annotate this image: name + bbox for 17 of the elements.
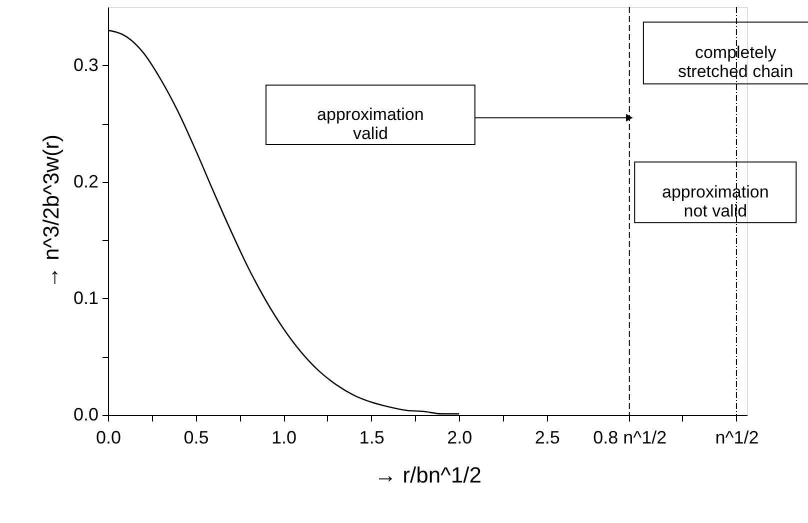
annotation: approximation valid [317,104,424,143]
x-tick-label: 2.0 [447,428,472,448]
y-tick-label: 0.1 [73,288,98,308]
x-tick-label: 1.5 [359,428,384,448]
x-tick-label: 0.8 n^1/2 [593,428,667,448]
x-tick-label: 0.5 [184,428,209,448]
x-tick-label: n^1/2 [715,428,759,448]
annotation: approximation not valid [662,182,769,220]
annotation: completely stretched chain [678,43,794,82]
x-axis-title: → r/bn^1/2 [374,462,482,488]
y-tick-label: 0.3 [73,54,98,75]
x-tick-label: 0.0 [96,428,122,448]
x-tick-label: 1.0 [272,428,297,448]
x-tick-label: 2.5 [534,428,560,448]
y-tick-label: 0.2 [73,171,98,192]
y-axis-title: → n^3/2b^3w(r) [38,134,64,288]
y-tick-label: 0.0 [73,404,98,424]
